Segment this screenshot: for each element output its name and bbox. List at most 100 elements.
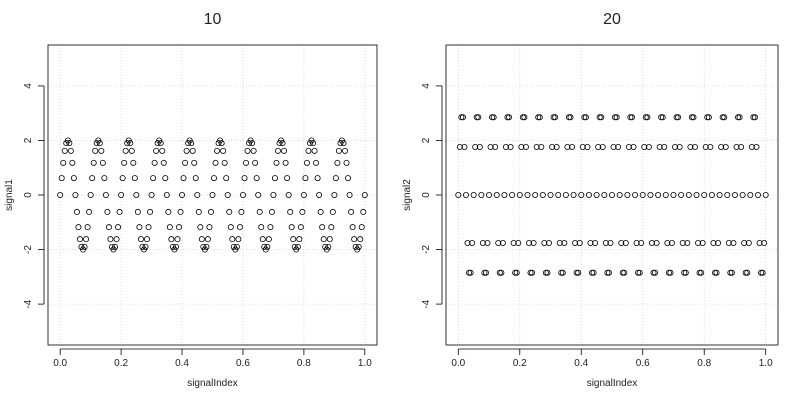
point <box>664 239 671 246</box>
point <box>282 159 289 166</box>
point <box>624 191 631 198</box>
point <box>179 191 186 198</box>
point <box>495 239 502 246</box>
point <box>647 191 654 198</box>
point <box>162 175 169 182</box>
point <box>212 159 219 166</box>
point <box>639 191 646 198</box>
point <box>461 143 468 150</box>
point <box>131 175 138 182</box>
y-tick-label: -4 <box>421 299 432 308</box>
point <box>142 243 149 250</box>
point <box>104 208 111 215</box>
point <box>559 269 566 276</box>
point <box>590 269 597 276</box>
point <box>189 147 196 154</box>
point <box>188 140 195 147</box>
point <box>618 239 625 246</box>
point <box>487 143 494 150</box>
point <box>642 114 649 121</box>
point <box>715 239 722 246</box>
point <box>630 143 637 150</box>
point <box>756 239 763 246</box>
point <box>667 269 674 276</box>
point <box>128 147 135 154</box>
point <box>728 269 735 276</box>
point <box>521 114 528 121</box>
point <box>687 143 694 150</box>
point <box>239 191 246 198</box>
point <box>662 191 669 198</box>
point <box>259 236 266 243</box>
point <box>300 191 307 198</box>
point <box>602 239 609 246</box>
point <box>90 159 97 166</box>
x-tick-label: 0.6 <box>636 358 650 369</box>
point <box>744 269 751 276</box>
point <box>492 143 499 150</box>
point <box>458 114 465 121</box>
point <box>656 143 663 150</box>
point <box>151 159 158 166</box>
point <box>533 143 540 150</box>
point <box>314 175 321 182</box>
point <box>482 269 489 276</box>
point <box>214 147 221 154</box>
point <box>661 143 668 150</box>
point <box>613 114 620 121</box>
point <box>518 143 525 150</box>
point <box>601 191 608 198</box>
point <box>122 147 129 154</box>
point <box>598 114 605 121</box>
point <box>192 175 199 182</box>
point <box>346 191 353 198</box>
point <box>633 239 640 246</box>
point <box>504 114 511 121</box>
point <box>191 159 198 166</box>
point <box>541 239 548 246</box>
point <box>599 143 606 150</box>
point <box>107 236 114 243</box>
point <box>273 159 280 166</box>
point <box>297 224 304 231</box>
x-tick-label: 1.0 <box>358 358 372 369</box>
point <box>349 224 356 231</box>
point <box>513 269 520 276</box>
point <box>739 191 746 198</box>
point <box>238 208 245 215</box>
point <box>578 191 585 198</box>
point <box>476 143 483 150</box>
point <box>345 175 352 182</box>
point <box>678 191 685 198</box>
point <box>507 143 514 150</box>
point <box>673 114 680 121</box>
point <box>96 140 103 147</box>
point <box>572 239 579 246</box>
point <box>206 224 213 231</box>
point <box>652 269 659 276</box>
y-axis-label: signal1 <box>4 179 15 211</box>
point <box>72 191 79 198</box>
point <box>328 224 335 231</box>
point <box>473 114 480 121</box>
point <box>361 191 368 198</box>
point <box>459 114 466 121</box>
point <box>76 236 83 243</box>
point <box>467 269 474 276</box>
point <box>524 191 531 198</box>
point <box>738 143 745 150</box>
point <box>469 239 476 246</box>
point <box>455 191 462 198</box>
point <box>636 269 643 276</box>
point <box>332 175 339 182</box>
point <box>628 114 635 121</box>
point <box>612 114 619 121</box>
point <box>157 140 164 147</box>
x-tick-label: 0.4 <box>175 358 189 369</box>
point <box>209 191 216 198</box>
point <box>731 191 738 198</box>
point <box>258 224 265 231</box>
point <box>747 191 754 198</box>
point <box>252 159 259 166</box>
point <box>115 224 122 231</box>
